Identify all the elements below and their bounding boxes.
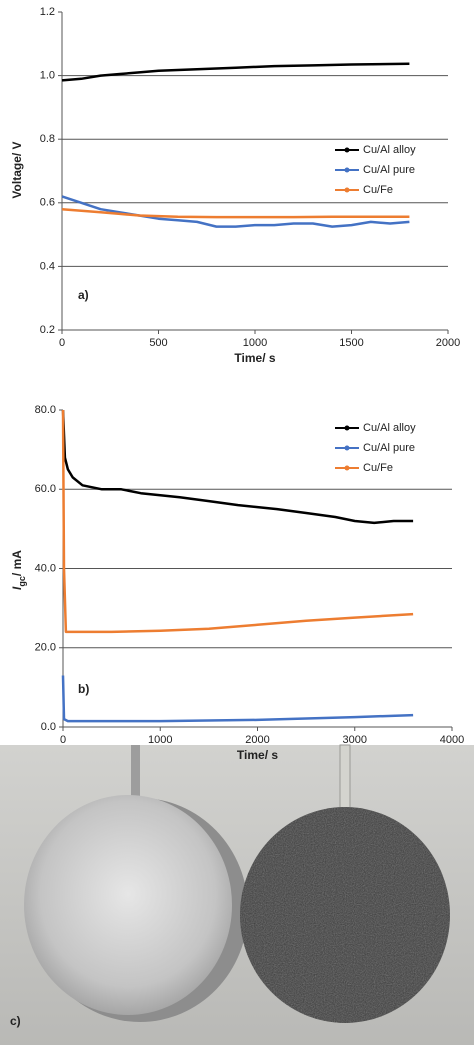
legend-label: Cu/Al alloy <box>363 144 416 156</box>
series-line <box>61 409 414 525</box>
y-tick-label: 0.8 <box>40 133 55 145</box>
x-tick-label: 4000 <box>440 734 464 746</box>
y-axis-title-part: / mA <box>10 550 24 576</box>
y-tick-label: 1.0 <box>40 70 55 82</box>
panel-label: b) <box>78 682 89 696</box>
y-tick-label: 40.0 <box>35 562 56 574</box>
x-axis-title: Time/ s <box>237 748 278 762</box>
panel-label: a) <box>78 288 89 302</box>
y-tick-label: 1.2 <box>40 6 55 18</box>
series-line <box>61 207 410 219</box>
panel-label: c) <box>10 1014 21 1028</box>
y-tick-label: 0.2 <box>40 324 55 336</box>
legend-marker <box>344 187 350 193</box>
y-tick-label: 0.0 <box>41 721 56 733</box>
y-axis-title: Voltage/ V <box>10 141 24 198</box>
legend-marker <box>344 147 350 153</box>
series-line <box>61 62 410 82</box>
x-tick-label: 1500 <box>339 337 363 349</box>
photo: c) <box>0 744 474 1045</box>
y-axis-title-part: gc <box>17 576 27 587</box>
x-axis-title: Time/ s <box>234 351 275 365</box>
y-tick-label: 0.4 <box>40 260 55 272</box>
x-tick-label: 3000 <box>343 734 367 746</box>
y-axis-title: Igc/ mA <box>10 550 27 590</box>
legend-label: Cu/Al alloy <box>363 422 416 434</box>
x-tick-label: 1000 <box>243 337 267 349</box>
x-tick-label: 2000 <box>245 734 269 746</box>
legend-marker <box>344 425 350 431</box>
x-tick-label: 0 <box>59 337 65 349</box>
aluminium-disk <box>24 795 232 1015</box>
legend-marker <box>344 465 350 471</box>
series-line <box>61 675 414 723</box>
x-tick-label: 500 <box>149 337 167 349</box>
y-tick-label: 60.0 <box>35 483 56 495</box>
x-tick-label: 1000 <box>148 734 172 746</box>
y-axis-title-part: I <box>10 586 24 590</box>
series-line <box>61 409 414 634</box>
threaded-rod <box>131 745 140 815</box>
y-tick-label: 80.0 <box>35 404 56 416</box>
legend-label: Cu/Fe <box>363 184 393 196</box>
legend-label: Cu/Al pure <box>363 164 415 176</box>
series-line <box>61 195 410 228</box>
legend-marker <box>344 167 350 173</box>
y-axis-title-part: Voltage/ V <box>10 141 24 198</box>
x-tick-label: 0 <box>60 734 66 746</box>
x-tick-label: 2000 <box>436 337 460 349</box>
legend-marker <box>344 445 350 451</box>
legend-label: Cu/Fe <box>363 462 393 474</box>
foam-texture <box>240 807 450 1023</box>
legend-label: Cu/Al pure <box>363 442 415 454</box>
y-tick-label: 20.0 <box>35 642 56 654</box>
y-tick-label: 0.6 <box>40 197 55 209</box>
